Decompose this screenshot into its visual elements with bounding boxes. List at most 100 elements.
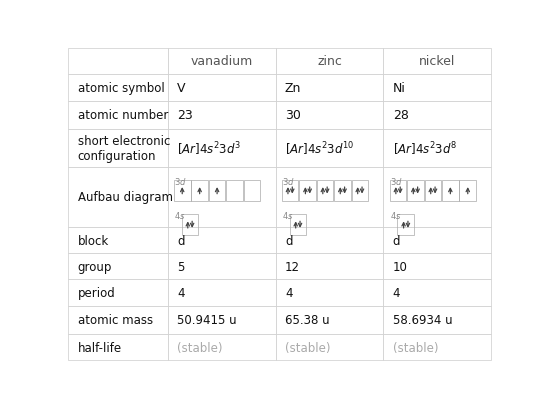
Text: 10: 10 bbox=[393, 260, 408, 273]
Text: $3d$: $3d$ bbox=[390, 175, 402, 186]
Text: 23: 23 bbox=[177, 109, 193, 122]
Text: (stable): (stable) bbox=[177, 341, 222, 354]
Bar bbox=[390, 180, 406, 202]
Text: atomic mass: atomic mass bbox=[78, 313, 153, 326]
Bar bbox=[282, 180, 299, 202]
Bar bbox=[168, 280, 276, 306]
Text: Zn: Zn bbox=[285, 82, 301, 95]
Bar bbox=[383, 306, 491, 334]
Text: $[Ar]4s^23d^3$: $[Ar]4s^23d^3$ bbox=[177, 140, 241, 157]
Bar bbox=[383, 129, 491, 167]
Bar bbox=[276, 129, 383, 167]
Bar bbox=[276, 254, 383, 280]
Text: $4s$: $4s$ bbox=[390, 209, 401, 220]
Text: $[Ar]4s^23d^8$: $[Ar]4s^23d^8$ bbox=[393, 140, 457, 157]
Bar bbox=[68, 102, 168, 129]
Bar bbox=[383, 280, 491, 306]
Bar bbox=[442, 180, 459, 202]
Text: group: group bbox=[78, 260, 112, 273]
Bar bbox=[276, 228, 383, 254]
Text: $[Ar]4s^23d^{10}$: $[Ar]4s^23d^{10}$ bbox=[285, 140, 354, 157]
Text: 30: 30 bbox=[285, 109, 301, 122]
Text: d: d bbox=[177, 234, 185, 247]
Bar bbox=[68, 254, 168, 280]
Text: 5: 5 bbox=[177, 260, 185, 273]
Bar bbox=[425, 180, 441, 202]
Bar bbox=[168, 306, 276, 334]
Bar bbox=[209, 180, 225, 202]
Bar bbox=[289, 214, 306, 236]
Bar bbox=[276, 334, 383, 360]
Bar bbox=[68, 167, 168, 228]
Bar bbox=[68, 334, 168, 360]
Text: d: d bbox=[393, 234, 400, 247]
Bar bbox=[68, 129, 168, 167]
Bar bbox=[299, 180, 316, 202]
Bar bbox=[68, 280, 168, 306]
Text: half-life: half-life bbox=[78, 341, 122, 354]
Bar bbox=[168, 75, 276, 102]
Bar bbox=[68, 49, 168, 75]
Bar bbox=[168, 254, 276, 280]
Bar bbox=[276, 280, 383, 306]
Bar bbox=[68, 75, 168, 102]
Bar bbox=[383, 228, 491, 254]
Bar bbox=[226, 180, 243, 202]
Bar bbox=[168, 228, 276, 254]
Bar bbox=[174, 180, 191, 202]
Bar bbox=[68, 306, 168, 334]
Bar bbox=[383, 334, 491, 360]
Bar bbox=[383, 75, 491, 102]
Text: nickel: nickel bbox=[419, 55, 455, 68]
Text: 4: 4 bbox=[177, 286, 185, 299]
Text: $3d$: $3d$ bbox=[174, 175, 187, 186]
Bar bbox=[191, 180, 208, 202]
Bar bbox=[276, 102, 383, 129]
Text: $4s$: $4s$ bbox=[174, 209, 186, 220]
Bar bbox=[276, 167, 383, 228]
Text: 4: 4 bbox=[393, 286, 400, 299]
Bar bbox=[352, 180, 368, 202]
Text: 50.9415 u: 50.9415 u bbox=[177, 313, 236, 326]
Bar bbox=[244, 180, 260, 202]
Bar bbox=[168, 129, 276, 167]
Text: $3d$: $3d$ bbox=[282, 175, 294, 186]
Text: short electronic
configuration: short electronic configuration bbox=[78, 134, 170, 162]
Text: (stable): (stable) bbox=[285, 341, 330, 354]
Bar bbox=[397, 214, 414, 236]
Text: 65.38 u: 65.38 u bbox=[285, 313, 330, 326]
Bar bbox=[168, 49, 276, 75]
Text: atomic symbol: atomic symbol bbox=[78, 82, 164, 95]
Text: 28: 28 bbox=[393, 109, 408, 122]
Text: 12: 12 bbox=[285, 260, 300, 273]
Bar bbox=[276, 75, 383, 102]
Text: atomic number: atomic number bbox=[78, 109, 168, 122]
Text: V: V bbox=[177, 82, 186, 95]
Bar bbox=[383, 254, 491, 280]
Text: (stable): (stable) bbox=[393, 341, 438, 354]
Bar bbox=[276, 49, 383, 75]
Text: block: block bbox=[78, 234, 109, 247]
Bar bbox=[276, 306, 383, 334]
Bar bbox=[68, 228, 168, 254]
Bar bbox=[168, 334, 276, 360]
Bar bbox=[168, 102, 276, 129]
Bar bbox=[459, 180, 476, 202]
Text: 4: 4 bbox=[285, 286, 293, 299]
Text: zinc: zinc bbox=[317, 55, 342, 68]
Bar bbox=[383, 49, 491, 75]
Text: 58.6934 u: 58.6934 u bbox=[393, 313, 453, 326]
Bar bbox=[168, 167, 276, 228]
Bar bbox=[383, 102, 491, 129]
Text: Ni: Ni bbox=[393, 82, 406, 95]
Bar bbox=[383, 167, 491, 228]
Text: $4s$: $4s$ bbox=[282, 209, 293, 220]
Bar bbox=[182, 214, 198, 236]
Text: Aufbau diagram: Aufbau diagram bbox=[78, 191, 173, 204]
Bar bbox=[317, 180, 333, 202]
Text: d: d bbox=[285, 234, 293, 247]
Text: period: period bbox=[78, 286, 115, 299]
Bar bbox=[334, 180, 351, 202]
Text: vanadium: vanadium bbox=[191, 55, 253, 68]
Bar bbox=[407, 180, 424, 202]
